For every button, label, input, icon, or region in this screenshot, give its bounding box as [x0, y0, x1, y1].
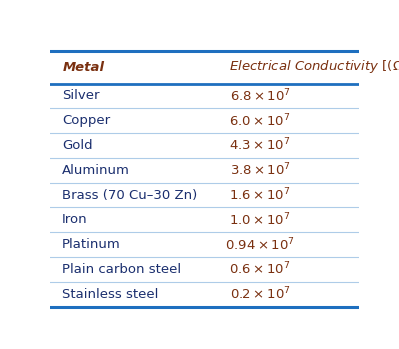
Text: Metal: Metal [62, 61, 104, 74]
Text: $1.0\times 10^{7}$: $1.0\times 10^{7}$ [229, 211, 291, 228]
Text: Gold: Gold [62, 139, 93, 152]
Text: Copper: Copper [62, 114, 111, 127]
Text: Platinum: Platinum [62, 238, 121, 251]
Text: Brass (70 Cu–30 Zn): Brass (70 Cu–30 Zn) [62, 188, 198, 202]
Text: Plain carbon steel: Plain carbon steel [62, 263, 182, 276]
Text: Stainless steel: Stainless steel [62, 288, 159, 301]
Text: $3.8\times 10^{7}$: $3.8\times 10^{7}$ [229, 162, 291, 179]
Text: $6.0\times 10^{7}$: $6.0\times 10^{7}$ [229, 112, 291, 129]
Text: Aluminum: Aluminum [62, 164, 130, 177]
Text: $0.2\times 10^{7}$: $0.2\times 10^{7}$ [230, 286, 290, 303]
Text: $4.3\times 10^{7}$: $4.3\times 10^{7}$ [229, 137, 291, 154]
Text: Iron: Iron [62, 213, 88, 227]
Text: $\mathit{Electrical\ Conductivity}$ $[(\Omega \cdot m)^{-1}]$: $\mathit{Electrical\ Conductivity}$ $[(\… [229, 58, 399, 77]
Text: $1.6\times 10^{7}$: $1.6\times 10^{7}$ [229, 187, 291, 203]
Text: $6.8\times 10^{7}$: $6.8\times 10^{7}$ [229, 88, 291, 104]
Text: $0.6\times 10^{7}$: $0.6\times 10^{7}$ [229, 261, 291, 278]
Text: $0.94\times 10^{7}$: $0.94\times 10^{7}$ [225, 236, 295, 253]
Text: Silver: Silver [62, 89, 100, 102]
